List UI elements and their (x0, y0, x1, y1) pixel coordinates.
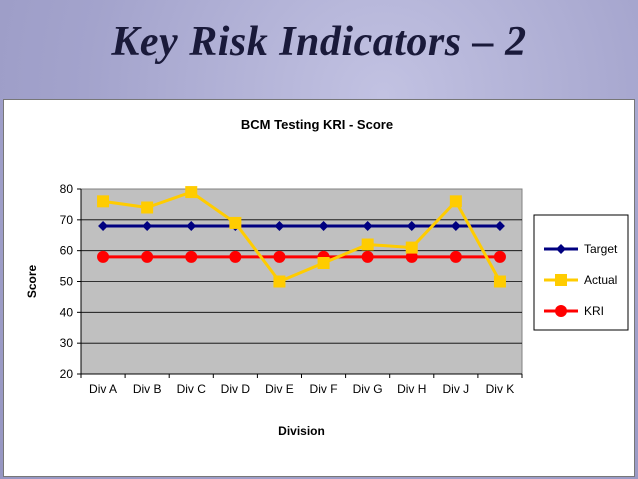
data-point-target (274, 221, 285, 231)
data-point-kri (449, 250, 462, 263)
y-axis-label: Score (25, 265, 39, 299)
data-point-target (318, 221, 329, 231)
y-tick-label: 20 (60, 367, 74, 381)
x-tick-label: Div G (353, 382, 383, 396)
x-tick-label: Div D (221, 382, 251, 396)
line-chart: BCM Testing KRI - Score 20 30 40 50 60 70 80 Div… (25, 117, 629, 438)
data-point-actual (273, 275, 286, 288)
chart-panel: BCM Testing KRI - Score 20 30 40 50 60 70 80 Div… (3, 99, 635, 477)
legend-marker-actual (555, 274, 567, 286)
slide-title: Key Risk Indicators – 2 (111, 19, 527, 65)
data-point-kri (405, 250, 418, 263)
data-point-actual (141, 201, 154, 214)
data-point-actual (317, 257, 330, 269)
data-point-kri (273, 250, 286, 263)
data-point-target (406, 221, 417, 231)
data-point-kri (97, 250, 110, 263)
chart-title: BCM Testing KRI - Score (241, 117, 393, 132)
data-point-actual (361, 238, 374, 251)
data-point-target (450, 221, 461, 231)
x-tick-label: Div J (443, 382, 470, 396)
data-point-target (98, 221, 109, 231)
data-point-target (186, 221, 197, 231)
x-tick-label: Div F (310, 382, 338, 396)
x-tick-label: Div A (89, 382, 117, 396)
data-point-kri (493, 250, 506, 263)
data-point-actual (493, 275, 506, 288)
x-tick-label: Div C (177, 382, 207, 396)
data-point-kri (229, 250, 242, 263)
legend-label-target: Target (584, 242, 618, 256)
data-point-actual (97, 195, 110, 208)
data-point-target (494, 221, 505, 231)
legend-label-kri: KRI (584, 304, 604, 318)
y-tick-label: 80 (60, 182, 74, 196)
y-tick-label: 40 (60, 305, 74, 319)
data-point-actual (405, 241, 418, 254)
data-point-kri (141, 250, 154, 263)
legend-label-actual: Actual (584, 273, 617, 287)
x-tick-label: Div B (133, 382, 162, 396)
data-point-target (142, 221, 153, 231)
data-point-actual (185, 186, 198, 199)
legend-marker-kri (555, 305, 567, 317)
y-tick-label: 70 (60, 213, 74, 227)
data-point-kri (361, 250, 374, 263)
data-point-kri (185, 250, 198, 263)
y-tick-label: 60 (60, 244, 74, 258)
legend-marker-target (556, 244, 566, 254)
x-tick-label: Div E (265, 382, 294, 396)
data-point-actual (449, 195, 462, 208)
x-tick-label: Div H (397, 382, 426, 396)
series-line-actual (102, 190, 502, 284)
y-tick-label: 30 (60, 336, 74, 350)
data-point-target (362, 221, 373, 231)
x-axis-label: Division (278, 424, 325, 438)
data-point-actual (229, 216, 242, 229)
x-tick-label: Div K (486, 382, 515, 396)
y-tick-label: 50 (60, 275, 74, 289)
